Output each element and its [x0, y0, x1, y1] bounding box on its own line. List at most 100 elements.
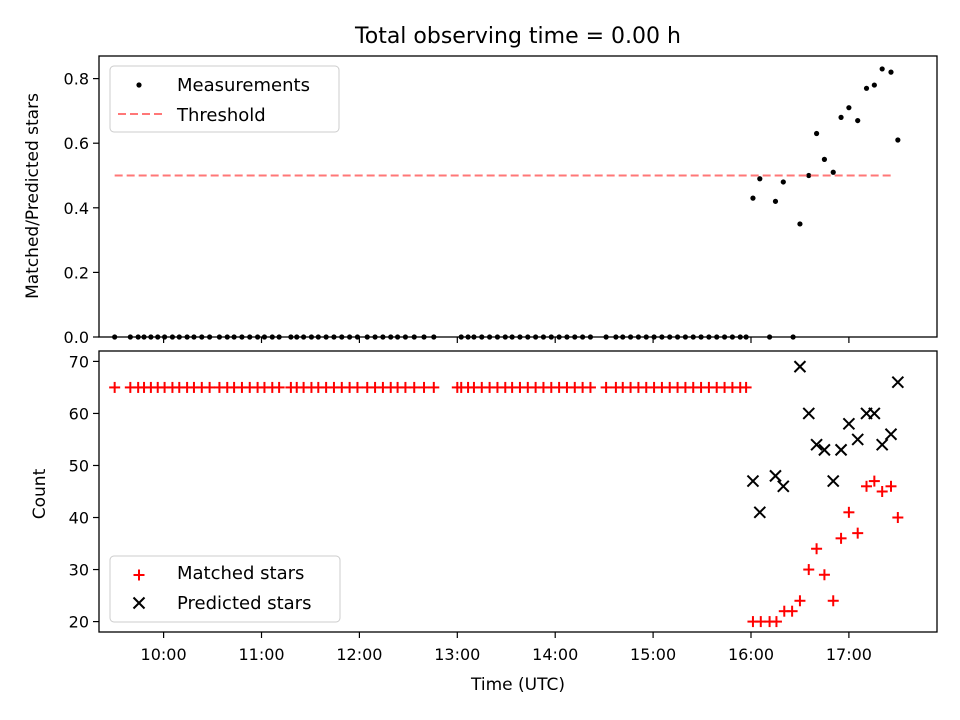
predicted-stars-point [868, 407, 881, 420]
matched-stars-point [204, 381, 216, 393]
x-tick-label: 12:00 [336, 645, 382, 664]
measurements-point [806, 172, 812, 179]
measurements-point [821, 156, 828, 162]
matched-stars-point [843, 506, 855, 518]
measurements-point [772, 198, 779, 204]
matched-stars-point [876, 486, 888, 497]
top-legend: Measurements Threshold [109, 65, 340, 133]
predicted-stars-point [793, 360, 807, 373]
matched-stars-point [803, 564, 815, 576]
predicted-stars-point [827, 474, 840, 488]
top-legend-box [109, 65, 340, 133]
matched-stars-point [418, 381, 430, 393]
matched-stars-point [408, 381, 420, 393]
bottom-legend-box [109, 555, 341, 623]
figure-title: Total observing time = 0.00 h [354, 24, 681, 49]
matched-stars-point [827, 595, 839, 607]
y-tick-label: 0.0 [64, 328, 89, 347]
star-count-panel: 20 30 40 50 60 70 10:00 11:00 12:00 13:00 14:00 15:… [30, 350, 938, 695]
matched-stars-point [794, 595, 806, 607]
legend-measurements-label: Measurements [177, 75, 310, 96]
predicted-stars-point [753, 506, 767, 519]
legend-matched-marker [133, 569, 145, 581]
legend-measurements-marker [136, 82, 142, 88]
matched-stars-point [892, 512, 904, 524]
x-tick-label: 13:00 [434, 645, 480, 664]
y-tick-label: 0.6 [64, 134, 89, 153]
predicted-stars-point [818, 443, 831, 457]
matched-stars-point [351, 381, 363, 393]
predicted-stars-point [851, 433, 864, 446]
y-tick-label: 0.4 [64, 199, 89, 218]
predicted-stars-point [834, 443, 848, 457]
measurements-point [757, 176, 763, 182]
predicted-stars-point [746, 474, 760, 488]
measurements-point [780, 179, 786, 185]
x-tick-label: 16:00 [728, 645, 774, 664]
x-tick-label: 10:00 [141, 645, 187, 664]
legend-matched-label: Matched stars [177, 563, 304, 584]
matched-stars-point [273, 381, 285, 393]
y-tick-label: 70 [69, 352, 89, 371]
measurements-point [871, 82, 877, 88]
predicted-stars-point [884, 428, 898, 441]
predicted-stars-point [777, 480, 790, 493]
matched-stars-point [584, 381, 596, 393]
predicted-stars-point [769, 469, 782, 483]
y-tick-label: 40 [69, 509, 89, 528]
x-tick-label: 11:00 [238, 645, 284, 664]
measurements-point [813, 130, 820, 137]
y-tick-label: 20 [69, 613, 89, 632]
bottom-plot-marks [109, 360, 905, 628]
bottom-axis-ticks: 20 30 40 50 60 70 10:00 11:00 12:00 13:00 14:00 15:… [69, 352, 872, 664]
matched-stars-point [428, 381, 440, 393]
matched-stars-point [818, 569, 830, 581]
predicted-stars-point [891, 376, 905, 389]
bottom-legend: Matched stars Predicted stars [109, 555, 341, 623]
legend-predicted-label: Predicted stars [177, 593, 311, 614]
y-tick-label: 0.8 [64, 70, 89, 89]
matched-ratio-panel: 0.00.20.40.60.8 Matched/Predicted stars … [23, 55, 938, 347]
y-tick-label: 60 [69, 404, 89, 423]
matched-stars-point [835, 532, 847, 544]
matched-stars-point [861, 480, 873, 492]
measurements-point [855, 117, 861, 124]
measurements-point [895, 137, 901, 143]
x-tick-label: 14:00 [532, 645, 578, 664]
top-axis-ticks: 0.0 0.2 0.4 0.6 0.8 [64, 70, 850, 347]
matched-stars-point [868, 475, 880, 487]
matched-stars-point [109, 381, 121, 393]
matched-stars-point [770, 616, 782, 628]
legend-predicted-marker [132, 596, 146, 610]
x-tick-label: 15:00 [630, 645, 676, 664]
y-tick-label: 50 [69, 456, 89, 475]
top-y-axis-label: Matched/Predicted stars [23, 93, 43, 299]
measurements-point [879, 66, 885, 72]
bottom-y-axis-label: Count [30, 468, 50, 519]
measurements-point [838, 114, 844, 120]
legend-threshold-label: Threshold [176, 105, 266, 126]
matched-stars-point [885, 480, 897, 492]
matched-stars-point [852, 527, 864, 539]
x-axis-label: Time (UTC) [470, 675, 565, 695]
measurements-point [797, 221, 803, 227]
y-tick-label: 30 [69, 561, 89, 580]
predicted-stars-point [810, 438, 823, 451]
measurements-point [830, 169, 836, 175]
measurements-point [846, 105, 852, 111]
matched-stars-point [786, 605, 798, 617]
measurements-point [750, 195, 756, 201]
top-axes-frame [98, 55, 938, 338]
matched-stars-point [600, 381, 612, 393]
measurements-point [888, 69, 894, 75]
predicted-stars-point [875, 438, 889, 451]
predicted-stars-point [802, 407, 815, 420]
y-tick-label: 0.2 [64, 263, 89, 282]
matched-stars-point [740, 381, 752, 393]
measurements-point [863, 85, 870, 91]
matched-stars-point [811, 543, 823, 555]
x-tick-label: 17:00 [826, 645, 872, 664]
bottom-axes-frame [98, 350, 938, 633]
predicted-stars-point [842, 417, 856, 431]
